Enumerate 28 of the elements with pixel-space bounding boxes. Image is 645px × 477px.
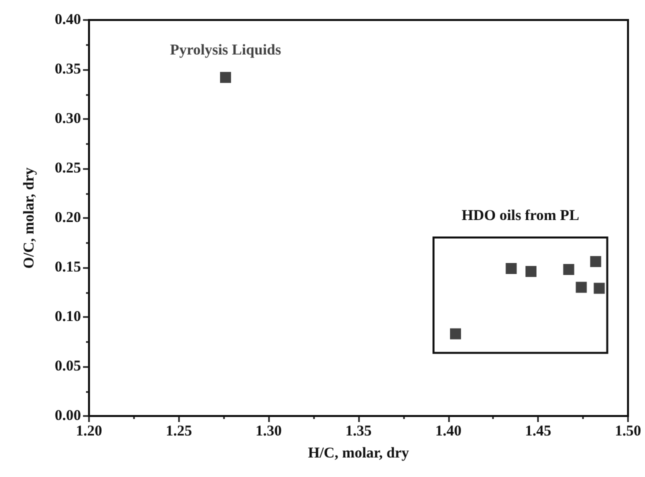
y-tick-label: 0.25 — [54, 160, 81, 176]
y-tick-label: 0.00 — [54, 408, 81, 424]
point — [450, 328, 462, 340]
point — [506, 262, 517, 274]
point — [220, 72, 232, 83]
series-label: Pyrolysis Liquids — [170, 42, 282, 58]
y-tick-label: 0.05 — [54, 358, 81, 374]
point — [590, 256, 602, 268]
y-tick-label: 0.15 — [54, 260, 81, 276]
x-tick-label: 1.45 — [525, 424, 552, 440]
y-tick-label: 0.40 — [54, 12, 81, 28]
x-tick-label: 1.25 — [166, 424, 192, 440]
x-tick-label: 1.30 — [256, 424, 282, 440]
x-tick-label: 1.50 — [614, 424, 642, 440]
point — [525, 266, 536, 277]
y-tick-label: 0.35 — [54, 62, 81, 78]
y-tick-label: 0.30 — [54, 111, 81, 127]
x-tick-label: 1.20 — [76, 424, 102, 440]
point — [563, 264, 574, 275]
y-tick-label: 0.10 — [54, 309, 81, 325]
y-tick-label: 0.20 — [54, 210, 81, 226]
text: HDO oils from PL — [462, 208, 580, 224]
point — [576, 282, 587, 293]
y-axis-title: O/C, molar, dry — [22, 166, 38, 269]
point — [594, 282, 605, 294]
x-axis-title: H/C, molar, dry — [308, 446, 410, 462]
x-tick-label: 1.40 — [435, 424, 462, 440]
x-tick-label: 1.35 — [345, 424, 372, 440]
